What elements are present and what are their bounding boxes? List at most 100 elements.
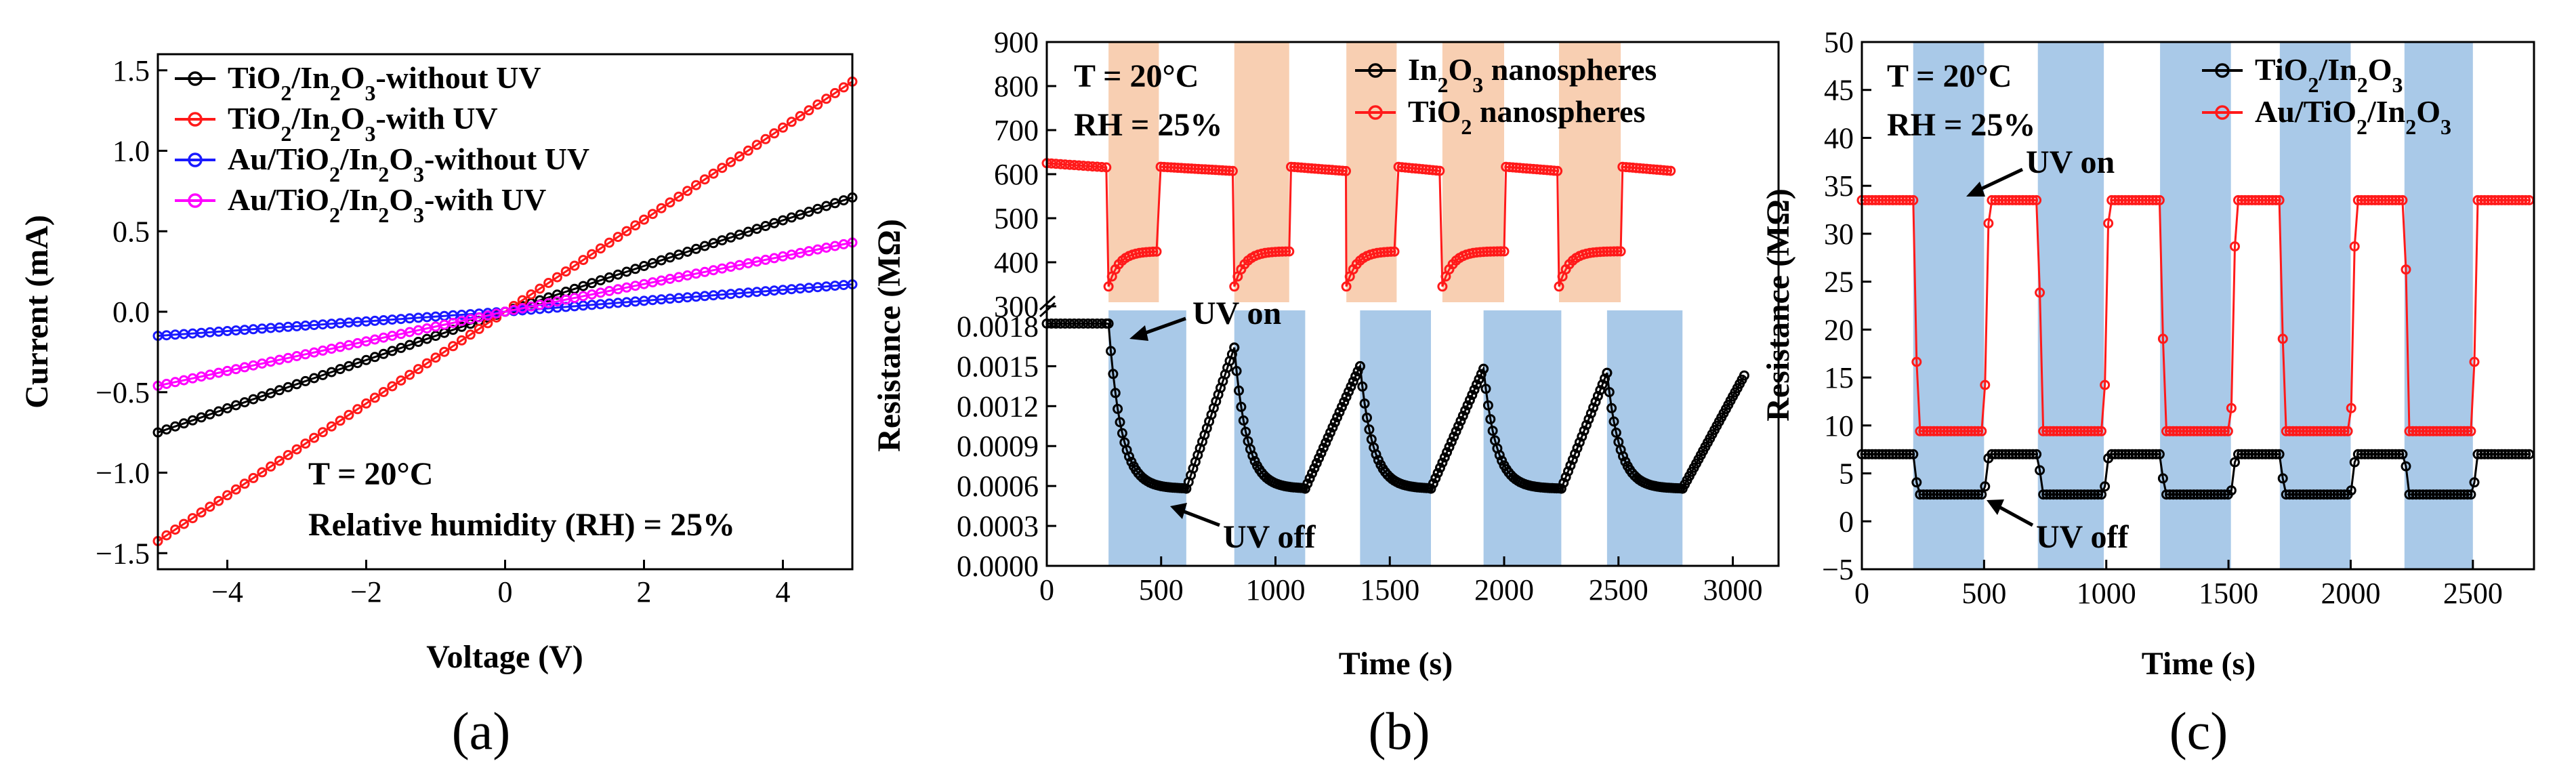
a-series-0-point <box>821 201 832 211</box>
b-series-in2o3-point <box>1558 478 1569 488</box>
c-series-0-point <box>2504 449 2514 459</box>
c-series-1-point <box>1918 426 1929 436</box>
a-series-0-point <box>335 364 346 375</box>
a-series-1-point <box>543 278 554 288</box>
b-series-tio2-point <box>1588 247 1599 258</box>
b-series-in2o3-point <box>1336 402 1347 413</box>
b-series-tio2-point <box>1428 165 1438 176</box>
b-series-tio2-point <box>1598 246 1609 257</box>
c-ytick-label: 20 <box>1824 313 1854 346</box>
a-legend-entry-2-text-part: 2 <box>378 162 389 186</box>
a-series-0-point <box>734 229 745 240</box>
a-series-1-point <box>595 243 606 254</box>
b-series-in2o3-point <box>1247 451 1258 461</box>
a-legend-entry-3-text-part: O <box>389 182 413 217</box>
b-series-in2o3-point <box>1300 483 1310 494</box>
c-series-1-point <box>2431 426 2442 436</box>
b-series-in2o3-point <box>1460 405 1471 416</box>
a-annotation-temperature: T = 20°C <box>308 456 433 492</box>
c-series-0-point <box>2496 449 2507 459</box>
c-series-0-point <box>1928 489 1939 500</box>
b-series-tio2-point <box>1190 163 1201 174</box>
c-series-0-point <box>2315 489 2326 500</box>
b-series-tio2-point <box>1096 162 1107 172</box>
b-series-in2o3-point <box>1329 417 1340 428</box>
a-series-0-point <box>543 292 554 303</box>
c-series-1-point <box>2342 426 2353 436</box>
b-series-tio2-point <box>1337 165 1348 176</box>
c-series-1-point <box>2041 426 2052 436</box>
b-series-tio2-point <box>1552 165 1563 176</box>
b-uv-band-upper <box>1108 42 1159 306</box>
c-series-0-point <box>1976 489 1987 500</box>
c-series-1-point <box>2192 426 2203 436</box>
a-series-0-point <box>456 321 467 332</box>
a-series-1-point <box>552 272 562 283</box>
c-series-0-point <box>2459 489 2470 500</box>
a-series-1-point <box>743 145 753 156</box>
c-legend-entry-0-text-part: 3 <box>2392 73 2403 97</box>
c-series-0-point <box>2384 449 2394 459</box>
c-series-1-point <box>1867 194 1877 205</box>
c-series-0-point <box>1980 481 1991 492</box>
a-series <box>152 76 858 546</box>
b-series-in2o3-point <box>1595 385 1606 396</box>
b-ytick-label-upper: 700 <box>994 114 1039 147</box>
c-series-1-point <box>2462 426 2473 436</box>
c-series-0-point <box>2157 473 2168 484</box>
c-xtick-label: 1500 <box>2199 577 2258 610</box>
c-series-1-point <box>2110 194 2121 205</box>
a-series-1-point <box>838 82 849 93</box>
b-xtick-label: 1000 <box>1246 573 1306 607</box>
a-series-0-point <box>647 258 658 268</box>
c-series-1-point <box>2137 194 2148 205</box>
b-series-tio2-point <box>1330 165 1341 176</box>
a-series-1-point <box>369 392 380 403</box>
c-series-0-point <box>1997 449 2008 459</box>
a-series-1-point <box>690 180 701 190</box>
c-series-1-point <box>2075 426 2086 436</box>
b-series-tio2-point <box>1193 163 1204 174</box>
b-series-in2o3-point <box>1600 373 1610 384</box>
c-series-1-point <box>2339 426 2350 436</box>
c-series-1-point <box>1938 426 1949 436</box>
c-series-1-point <box>2188 426 2199 436</box>
c-series-1-point <box>2209 426 2220 436</box>
a-series-0-point <box>751 224 762 234</box>
a-ytick-label: −0.5 <box>96 376 150 409</box>
c-uv-shading <box>1913 42 2473 569</box>
c-series-0-point <box>2510 449 2521 459</box>
c-legend-entry-0-text-part: TiO <box>2255 52 2308 87</box>
c-series-1-point <box>2504 194 2514 205</box>
c-series-1-point <box>1987 194 1997 205</box>
c-series-0-point <box>2493 449 2504 459</box>
c-series-1-point <box>2028 194 2038 205</box>
a-series-0-point <box>326 367 337 377</box>
c-series-0-point <box>2438 489 2449 500</box>
c-series-1-point <box>2510 194 2521 205</box>
c-uv-band <box>2279 42 2351 569</box>
a-legend-entry-3-text-part: -with UV <box>424 182 546 217</box>
b-series-tio2-point <box>1638 163 1648 174</box>
b-series-in2o3-point <box>1124 451 1134 462</box>
b-series-tio2-point <box>1055 159 1066 169</box>
a-series-0-point <box>778 215 788 226</box>
b-uv-on-arrow <box>1129 316 1186 341</box>
c-ylabel: Resistance (MΩ) <box>1760 188 1796 422</box>
c-series-0-point <box>1901 449 1912 459</box>
a-xtick-label: −2 <box>350 575 382 609</box>
a-series-1-point <box>812 99 823 110</box>
b-series-tio2-point <box>1092 161 1102 172</box>
b-ytick-label-upper: 800 <box>994 70 1039 103</box>
c-series-1-point <box>2093 426 2103 436</box>
c-series-1-point <box>1959 426 1970 436</box>
c-series-1-point <box>2144 194 2155 205</box>
c-series-1-point <box>2055 426 2066 436</box>
b-series-tio2-point <box>1595 247 1606 258</box>
c-uv-on-label: UV on <box>2026 144 2115 180</box>
c-series-1-point <box>1935 426 1946 436</box>
a-series-1-point <box>344 409 354 420</box>
a-series-0-point <box>222 403 232 413</box>
b-ytick-label-lower: 0.0018 <box>957 310 1039 343</box>
